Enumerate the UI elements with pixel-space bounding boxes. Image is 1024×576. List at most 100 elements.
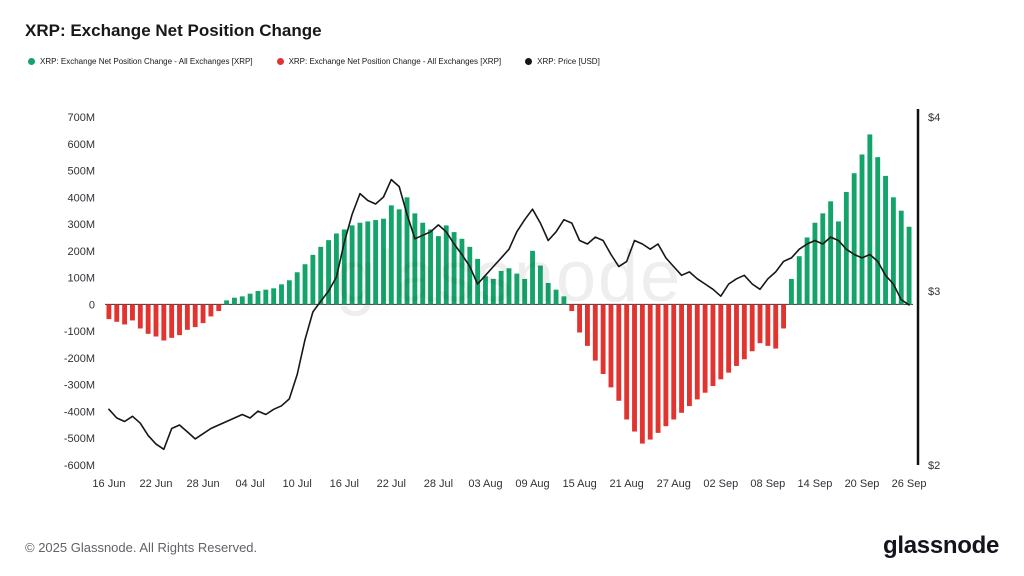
x-axis-label: 15 Aug <box>562 478 596 490</box>
net-position-bar <box>349 225 355 305</box>
y-axis-label: 0 <box>89 299 95 311</box>
x-axis-label: 22 Jul <box>377 478 406 490</box>
net-position-bar <box>357 222 363 305</box>
y-axis-label: -500M <box>64 433 95 445</box>
net-position-bar <box>381 218 386 305</box>
net-position-bar <box>616 304 622 401</box>
net-position-bar <box>192 304 198 328</box>
net-position-bar <box>184 304 190 330</box>
net-position-bar <box>537 265 543 305</box>
net-position-bar <box>420 222 426 305</box>
net-position-bar <box>279 284 284 305</box>
net-position-bar <box>545 282 551 305</box>
x-axis-label: 26 Sep <box>892 478 927 490</box>
net-position-bar <box>514 273 520 305</box>
net-position-bar <box>585 304 590 346</box>
copyright-text: © 2025 Glassnode. All Rights Reserved. <box>25 540 258 555</box>
x-axis-label: 16 Jun <box>92 478 125 490</box>
net-position-bar <box>859 154 865 305</box>
net-position-bar <box>208 304 214 317</box>
y-axis-label: 600M <box>67 139 95 151</box>
net-position-bar <box>373 220 379 305</box>
net-position-bar <box>498 270 504 305</box>
legend-dot <box>525 58 533 65</box>
legend-item-netflow-negative[interactable]: XRP: Exchange Net Position Change - All … <box>276 57 501 66</box>
net-position-bar <box>647 304 653 440</box>
price-axis-label: $2 <box>928 460 940 472</box>
y-axis-label: 200M <box>67 246 95 258</box>
x-axis-label: 08 Sep <box>750 478 785 490</box>
net-position-bar <box>435 236 441 305</box>
net-position-bar <box>326 240 331 305</box>
net-position-bar <box>224 300 230 305</box>
net-position-bar <box>867 134 873 305</box>
net-position-bar <box>490 278 496 305</box>
net-position-bar <box>365 221 371 305</box>
net-position-bar <box>263 289 269 305</box>
net-position-bar <box>396 209 402 305</box>
net-position-bar <box>890 197 896 305</box>
net-position-bar <box>404 197 410 305</box>
y-axis-label: -200M <box>64 353 95 365</box>
net-position-bar <box>318 246 324 305</box>
net-position-bar <box>781 304 786 329</box>
price-line <box>108 178 910 451</box>
net-position-bar <box>294 272 300 305</box>
net-position-bar <box>663 304 669 427</box>
net-position-bar <box>883 175 888 305</box>
net-position-bar <box>679 304 685 413</box>
net-position-bar <box>286 280 292 305</box>
x-axis-label: 02 Sep <box>703 478 738 490</box>
net-position-bar <box>804 237 810 305</box>
net-position-bar <box>106 304 112 320</box>
net-position-bar <box>467 246 473 305</box>
glassnode-logo: glassnode <box>883 532 999 559</box>
net-position-bar <box>812 222 818 305</box>
net-position-bar <box>600 304 606 374</box>
net-position-bar <box>710 304 716 387</box>
net-position-bar <box>310 254 316 305</box>
x-axis-label: 21 Aug <box>610 478 644 490</box>
legend-item-price[interactable]: XRP: Price [USD] <box>525 57 600 66</box>
net-position-bar <box>137 304 143 329</box>
net-position-chart[interactable]: 700M 600M 500M 400M 300M 200M 100M 0 -100M -200M -… <box>0 95 1024 515</box>
net-position-bar <box>388 205 394 305</box>
x-axis-label: 10 Jul <box>283 478 312 490</box>
net-position-bar <box>341 229 347 305</box>
net-position-bar <box>302 264 308 305</box>
legend: XRP: Exchange Net Position Change - All … <box>28 57 600 66</box>
net-position-bar <box>239 296 245 305</box>
net-position-bar <box>773 304 779 349</box>
net-position-bar <box>145 304 151 334</box>
net-position-bar <box>898 210 904 305</box>
net-position-bar <box>702 304 708 393</box>
net-position-bar <box>608 304 614 388</box>
net-position-bar <box>624 304 630 420</box>
x-axis-label: 22 Jun <box>139 478 172 490</box>
net-position-bar <box>592 304 598 361</box>
x-axis-label: 09 Aug <box>515 478 549 490</box>
net-position-bar <box>333 233 339 305</box>
legend-item-netflow-positive[interactable]: XRP: Exchange Net Position Change - All … <box>28 57 253 66</box>
y-axis-label: 700M <box>67 112 95 124</box>
y-axis-label: -400M <box>64 406 95 418</box>
legend-label: XRP: Price [USD] <box>537 57 600 66</box>
x-axis-label: 03 Aug <box>468 478 502 490</box>
net-position-bar <box>153 304 159 337</box>
legend-dot <box>28 58 35 65</box>
net-position-bar <box>483 276 488 305</box>
net-position-bar <box>114 304 120 322</box>
net-position-bar <box>475 258 481 305</box>
net-position-bar <box>169 304 175 338</box>
net-position-bar <box>247 293 253 305</box>
net-position-bar <box>577 304 583 333</box>
net-position-bar <box>694 304 700 400</box>
x-axis-label: 27 Aug <box>657 478 691 490</box>
x-axis-label: 16 Jul <box>330 478 359 490</box>
y-axis-label: -300M <box>64 380 95 392</box>
x-axis-label: 20 Sep <box>845 478 880 490</box>
legend-label: XRP: Exchange Net Position Change - All … <box>40 57 253 66</box>
net-position-bar <box>232 297 237 305</box>
net-position-bar <box>255 291 261 305</box>
net-position-bar <box>734 304 739 366</box>
